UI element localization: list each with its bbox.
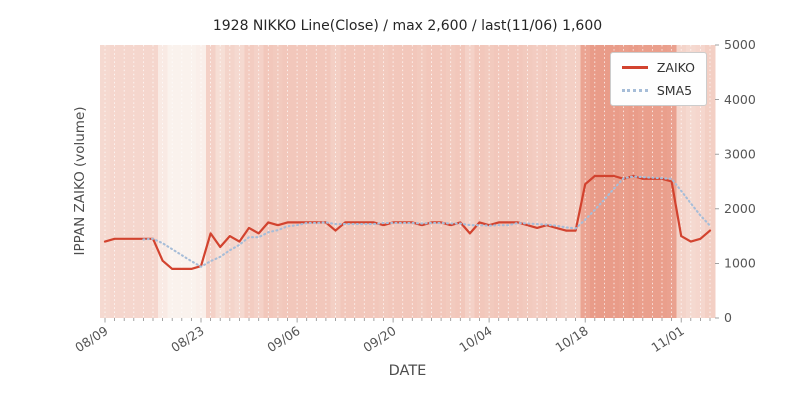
y-tick-label: 4000 [724, 92, 756, 107]
legend-item-zaiko: ZAIKO [621, 60, 695, 75]
x-tick-label: 08/09 [72, 323, 110, 355]
x-tick-labels: 08/09 08/23 09/06 09/20 10/04 10/18 11/01 [72, 323, 687, 355]
legend-label-sma5: SMA5 [656, 83, 693, 98]
y-tick-label: 0 [724, 310, 732, 325]
legend-item-sma5: SMA5 [621, 83, 695, 98]
y-axis-label: IPPAN ZAIKO (volume) [72, 106, 88, 256]
x-tick-label: 11/01 [648, 323, 686, 355]
sma5-line [142, 175, 712, 268]
y-ticks [715, 44, 719, 319]
y-tick-label: 2000 [724, 201, 756, 216]
y-tick-label: 3000 [724, 146, 756, 161]
chart-title: 1928 NIKKO Line(Close) / max 2,600 / las… [212, 18, 603, 34]
x-ticks [104, 318, 711, 323]
x-tick-label: 09/06 [264, 323, 302, 355]
y-tick-labels: 0 1000 2000 3000 4000 5000 [724, 37, 756, 325]
x-tick-label: 08/23 [168, 323, 206, 355]
sma5-line-sample-icon [621, 89, 648, 92]
legend-label-zaiko: ZAIKO [656, 60, 695, 75]
y-tick-label: 5000 [724, 37, 756, 52]
x-axis-label: DATE [388, 363, 427, 379]
y-tick-label: 1000 [724, 256, 756, 271]
legend: ZAIKO SMA5 [609, 52, 707, 106]
x-tick-label: 10/04 [456, 323, 494, 355]
x-tick-label: 10/18 [552, 323, 590, 355]
x-tick-label: 09/20 [360, 323, 398, 355]
zaiko-line [103, 174, 712, 270]
zaiko-line-sample-icon [621, 66, 648, 69]
